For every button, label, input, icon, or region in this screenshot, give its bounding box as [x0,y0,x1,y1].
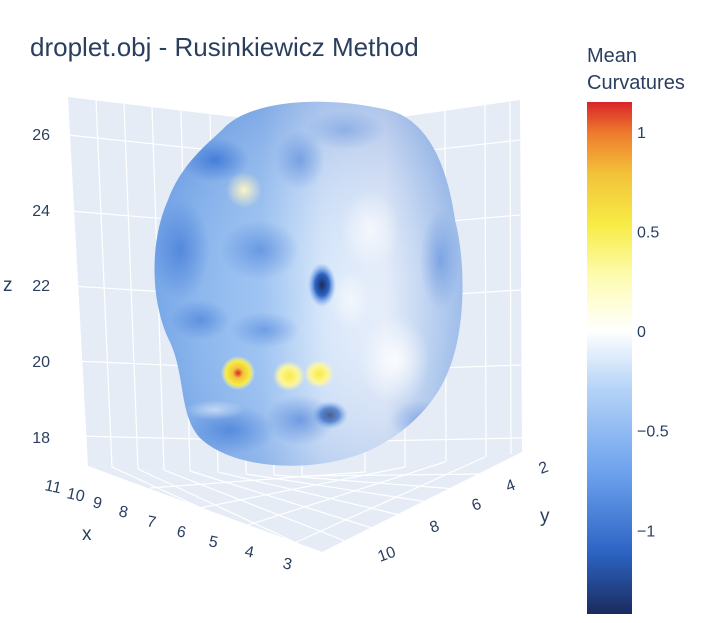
x-tick: 11 [43,477,63,497]
z-axis: 26 24 22 20 18 z [3,127,50,447]
floor-plane [88,452,522,552]
colorbar-title-line2: Curvatures [587,72,685,94]
z-tick: 26 [32,127,50,144]
colorbar: Mean Curvatures 1 0.5 0 −0.5 −1 [587,45,685,614]
colorbar-tick: 1 [637,125,646,142]
hotspot-right-yellow [304,360,334,388]
y-axis-title: y [540,506,550,527]
chart-title: droplet.obj - Rusinkiewicz Method [30,32,419,62]
z-tick: 18 [32,430,50,447]
hotspot-upper-left [226,172,262,208]
z-tick: 22 [32,278,50,295]
y-tick: 8 [428,518,442,537]
z-tick: 24 [32,203,50,220]
hotspot-dark-center [308,263,336,307]
z-tick: 20 [32,354,50,371]
hotspot-left-hot [221,356,255,390]
y-tick: 10 [376,544,399,566]
x-axis: 11 10 9 8 7 6 5 4 3 x [43,477,293,573]
colorbar-tick: 0.5 [637,224,659,241]
x-tick: 4 [243,543,255,561]
scene-3d[interactable]: 26 24 22 20 18 z 11 10 9 8 7 6 5 4 3 x 2… [3,96,551,574]
y-axis: 2 4 6 8 10 y [376,459,551,566]
y-tick: 6 [470,496,484,515]
colorbar-title-line1: Mean [587,45,637,67]
x-tick: 8 [117,503,129,521]
y-tick: 4 [504,477,518,496]
droplet-surface[interactable] [150,96,470,476]
x-tick: 3 [281,555,293,573]
hotspot-middle-yellow [273,361,305,391]
colorbar-tick: −1 [637,523,655,540]
x-tick: 10 [65,485,86,505]
y-tick: 2 [537,459,551,478]
x-tick: 6 [175,523,187,541]
x-tick: 9 [91,494,103,512]
x-axis-title: x [82,524,92,545]
z-axis-title: z [3,275,13,296]
colorbar-gradient [587,102,632,614]
x-tick: 5 [207,533,219,551]
colorbar-tick: 0 [637,324,646,341]
x-tick: 7 [145,513,157,531]
colorbar-tick: −0.5 [637,424,669,441]
